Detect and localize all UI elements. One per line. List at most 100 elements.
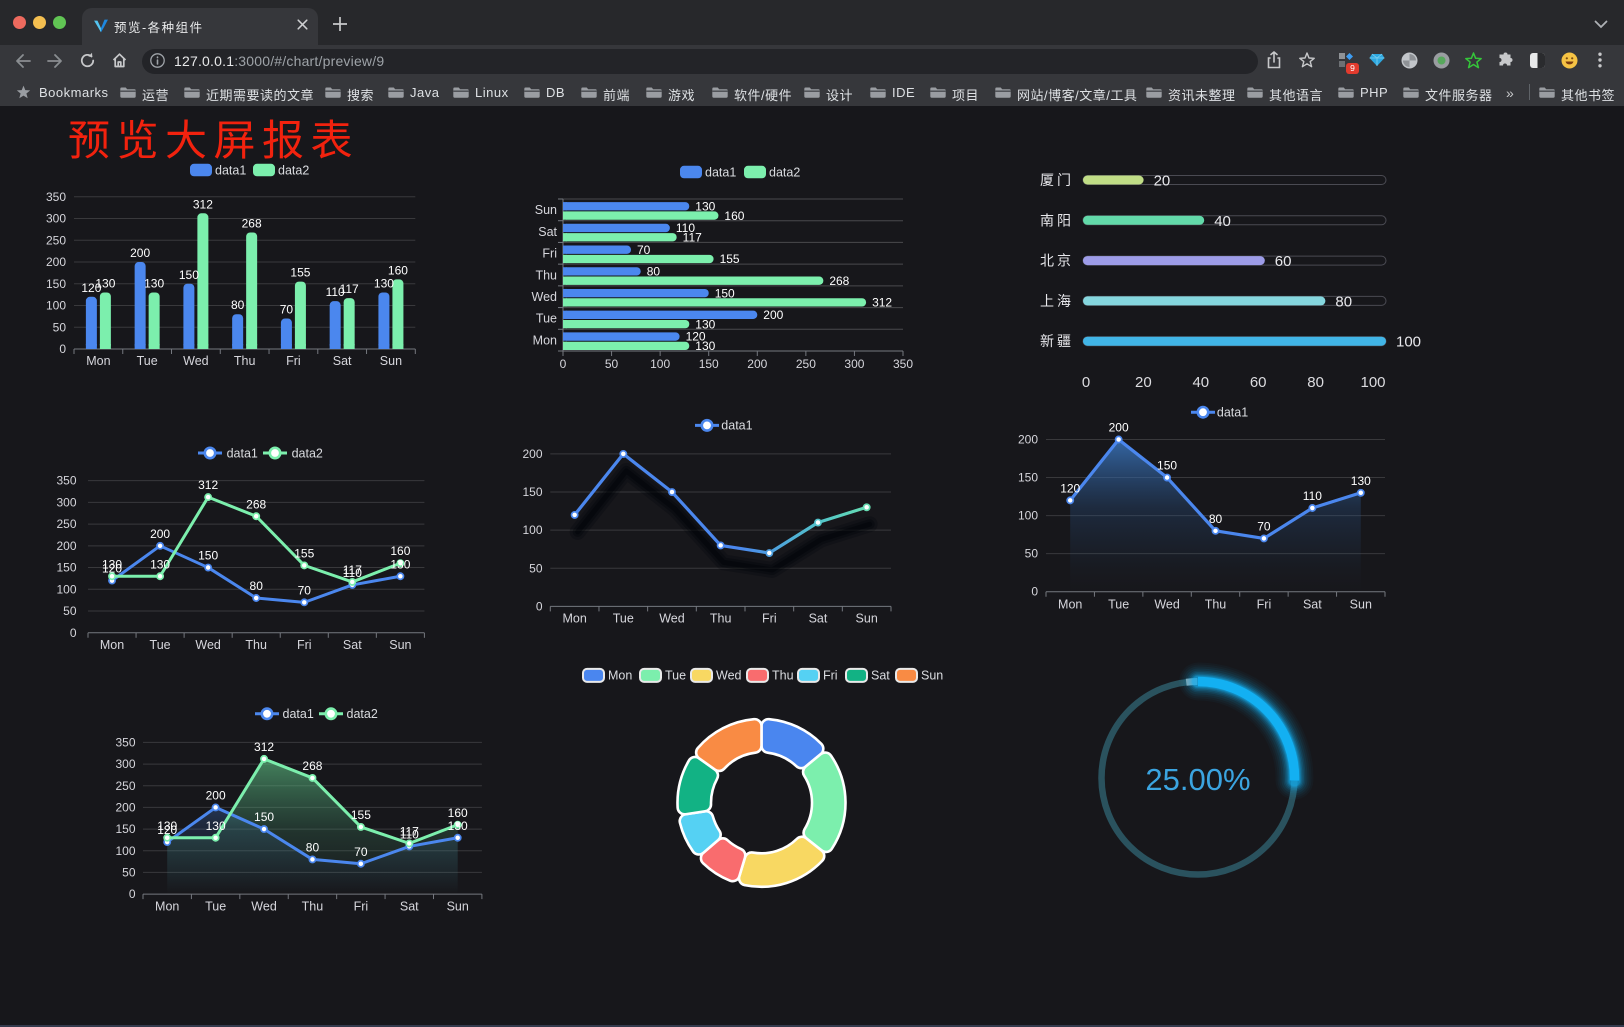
- svg-text:Fri: Fri: [542, 247, 557, 261]
- svg-text:130: 130: [448, 819, 468, 833]
- svg-text:0: 0: [1031, 585, 1038, 599]
- svg-text:100: 100: [1018, 509, 1038, 523]
- svg-text:Tue: Tue: [613, 612, 634, 626]
- svg-text:80: 80: [647, 265, 661, 279]
- svg-text:Sat: Sat: [400, 900, 419, 914]
- svg-text:110: 110: [400, 827, 419, 841]
- svg-text:250: 250: [115, 779, 135, 793]
- svg-text:Wed: Wed: [659, 612, 685, 626]
- svg-text:Tue: Tue: [1108, 597, 1129, 611]
- svg-text:312: 312: [872, 296, 892, 310]
- svg-text:80: 80: [250, 579, 264, 593]
- svg-text:130: 130: [95, 276, 115, 290]
- svg-text:Sun: Sun: [380, 354, 402, 368]
- svg-text:Fri: Fri: [354, 900, 369, 914]
- svg-text:120: 120: [81, 281, 101, 295]
- svg-text:100: 100: [56, 582, 76, 596]
- svg-text:120: 120: [157, 823, 177, 837]
- svg-text:Thu: Thu: [772, 669, 794, 683]
- svg-text:70: 70: [637, 243, 651, 257]
- svg-text:Mon: Mon: [608, 669, 632, 683]
- svg-text:312: 312: [198, 478, 218, 492]
- svg-text:Sat: Sat: [871, 669, 890, 683]
- svg-text:200: 200: [522, 447, 542, 461]
- svg-text:50: 50: [529, 561, 543, 575]
- svg-text:25.00%: 25.00%: [1145, 762, 1250, 797]
- svg-text:data1: data1: [705, 165, 736, 179]
- svg-text:200: 200: [206, 788, 226, 802]
- svg-text:130: 130: [695, 339, 715, 353]
- svg-text:150: 150: [179, 268, 199, 282]
- svg-text:0: 0: [536, 599, 543, 613]
- svg-text:300: 300: [115, 757, 135, 771]
- svg-text:268: 268: [242, 216, 262, 230]
- svg-text:Mon: Mon: [86, 354, 110, 368]
- svg-text:130: 130: [390, 557, 410, 571]
- svg-text:130: 130: [1351, 474, 1371, 488]
- svg-text:200: 200: [1018, 433, 1038, 447]
- svg-text:130: 130: [144, 276, 164, 290]
- svg-text:120: 120: [686, 330, 706, 344]
- svg-text:0: 0: [129, 887, 136, 901]
- svg-text:Wed: Wed: [1154, 597, 1180, 611]
- svg-text:200: 200: [1109, 421, 1129, 435]
- svg-text:200: 200: [763, 308, 783, 322]
- svg-text:Sat: Sat: [809, 612, 828, 626]
- svg-text:Sun: Sun: [1350, 597, 1372, 611]
- svg-text:Wed: Wed: [532, 290, 558, 304]
- svg-text:155: 155: [290, 266, 310, 280]
- svg-text:80: 80: [1307, 374, 1324, 391]
- svg-text:南阳: 南阳: [1040, 212, 1074, 228]
- svg-text:Tue: Tue: [536, 312, 557, 326]
- svg-text:0: 0: [59, 342, 66, 356]
- svg-text:Wed: Wed: [716, 669, 742, 683]
- svg-text:268: 268: [302, 759, 322, 773]
- svg-text:100: 100: [522, 523, 542, 537]
- svg-text:130: 130: [157, 819, 177, 833]
- svg-text:Sun: Sun: [447, 900, 469, 914]
- svg-text:160: 160: [388, 263, 408, 277]
- svg-text:200: 200: [115, 800, 135, 814]
- svg-text:data1: data1: [1217, 406, 1248, 420]
- svg-text:data1: data1: [283, 707, 314, 721]
- svg-text:data2: data2: [292, 446, 323, 460]
- svg-text:80: 80: [1335, 293, 1352, 310]
- svg-text:250: 250: [796, 357, 816, 371]
- svg-text:70: 70: [354, 845, 368, 859]
- svg-text:130: 130: [695, 199, 715, 213]
- svg-text:70: 70: [280, 303, 294, 317]
- svg-text:150: 150: [1157, 459, 1177, 473]
- svg-text:155: 155: [294, 546, 314, 560]
- svg-text:80: 80: [306, 840, 320, 854]
- svg-text:130: 130: [102, 557, 122, 571]
- svg-text:data1: data1: [227, 446, 258, 460]
- svg-text:130: 130: [150, 557, 170, 571]
- svg-text:100: 100: [115, 844, 135, 858]
- svg-text:Fri: Fri: [823, 669, 838, 683]
- svg-text:160: 160: [724, 209, 744, 223]
- svg-text:250: 250: [46, 233, 66, 247]
- svg-text:Sat: Sat: [1303, 597, 1322, 611]
- svg-text:Tue: Tue: [665, 669, 686, 683]
- svg-text:Sun: Sun: [389, 638, 411, 652]
- svg-text:60: 60: [1250, 374, 1267, 391]
- svg-text:Tue: Tue: [137, 354, 158, 368]
- svg-text:80: 80: [231, 298, 245, 312]
- svg-text:117: 117: [343, 563, 362, 577]
- svg-text:100: 100: [1360, 374, 1385, 391]
- svg-text:0: 0: [70, 626, 77, 640]
- svg-text:Mon: Mon: [155, 900, 179, 914]
- svg-text:312: 312: [193, 197, 213, 211]
- svg-text:Thu: Thu: [234, 354, 256, 368]
- svg-text:0: 0: [560, 357, 567, 371]
- svg-text:北京: 北京: [1040, 253, 1074, 269]
- svg-text:60: 60: [1275, 253, 1292, 270]
- svg-text:data2: data2: [278, 163, 309, 177]
- svg-text:130: 130: [374, 276, 394, 290]
- svg-text:268: 268: [246, 497, 266, 511]
- svg-text:110: 110: [1303, 489, 1322, 503]
- svg-text:Mon: Mon: [533, 333, 557, 347]
- svg-text:50: 50: [63, 604, 77, 618]
- svg-text:Sat: Sat: [538, 225, 557, 239]
- svg-text:120: 120: [102, 562, 122, 576]
